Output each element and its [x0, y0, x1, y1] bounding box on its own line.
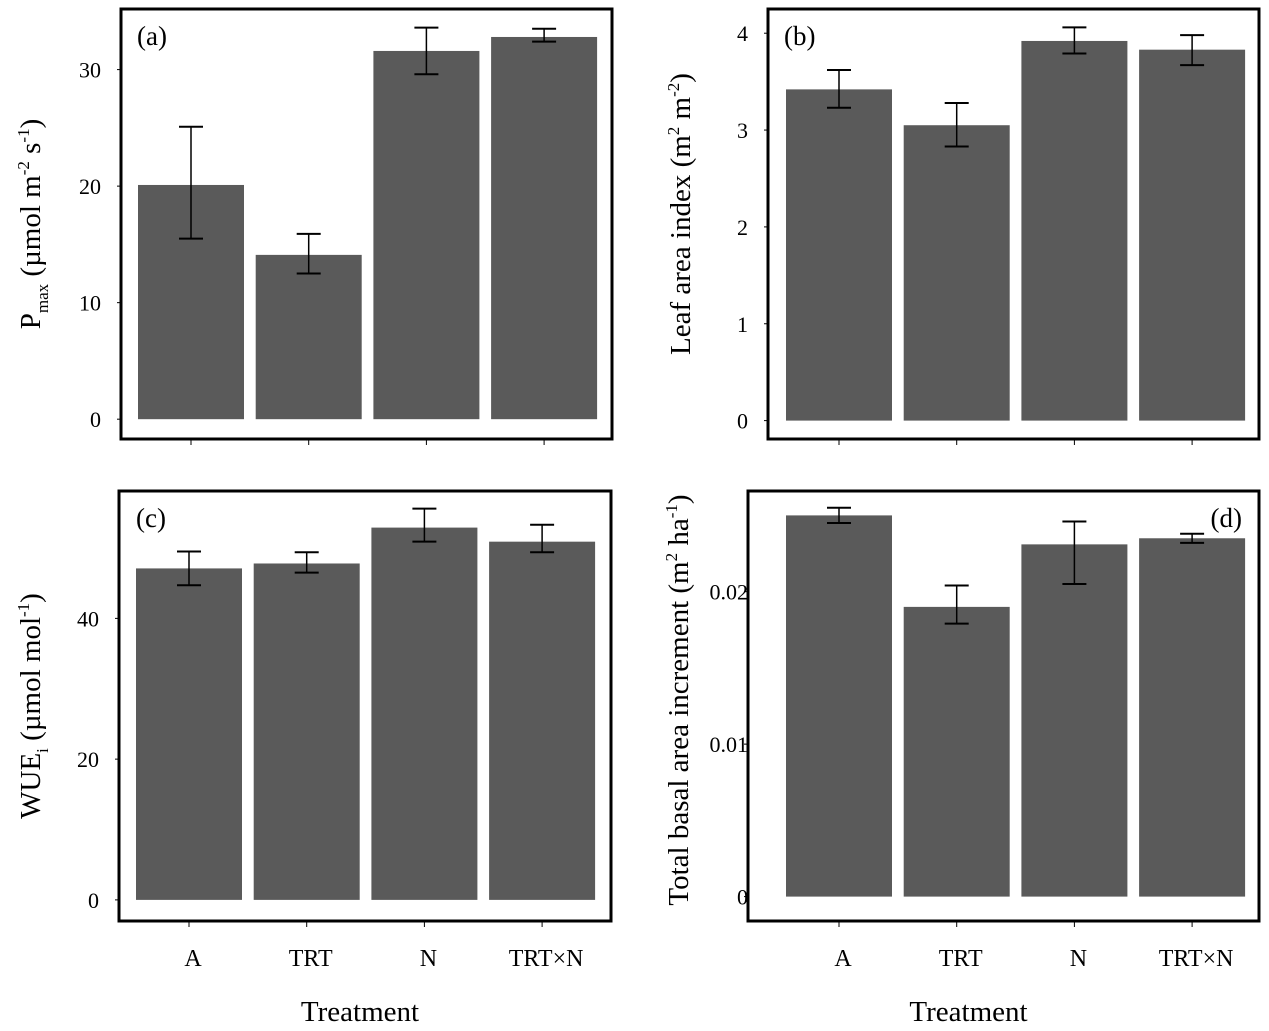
error-bar: [827, 506, 851, 525]
y-label-text: Total basal area increment (m: [663, 561, 695, 906]
bar-TRT: [903, 606, 1010, 897]
y-label-text: P: [15, 313, 47, 329]
x-tick-label: N: [420, 946, 437, 972]
y-label-text: ): [665, 73, 697, 83]
y-label-superscript: -2: [14, 161, 33, 175]
bar-TRT: [903, 125, 1010, 421]
bar-N: [1021, 40, 1128, 421]
error-bar: [827, 69, 851, 109]
y-label-subscript: max: [33, 283, 52, 313]
bar-TRT×N: [489, 541, 596, 900]
x-tick-label: A: [834, 946, 852, 972]
y-label-superscript: -1: [14, 603, 33, 617]
x-axis-label: Treatment: [909, 996, 1027, 1028]
error-bar: [1180, 34, 1205, 67]
x-tick-label: TRT: [939, 946, 983, 972]
y-tick-label: 0: [737, 885, 748, 910]
x-axis-label: Treatment: [301, 996, 419, 1028]
y-axis-label: Total basal area increment (m2 ha-1): [662, 494, 695, 905]
y-label-text: Leaf area index (m: [665, 135, 697, 355]
y-label-text: ): [15, 593, 47, 603]
error-bar: [532, 27, 557, 43]
bar-A: [136, 568, 242, 900]
y-label-text: m: [665, 96, 697, 126]
y-label-text: (µmol m: [15, 175, 47, 284]
error-bar: [530, 523, 555, 554]
error-bar: [294, 551, 319, 574]
y-tick-label: 20: [77, 747, 99, 772]
y-label-text: ): [663, 494, 695, 504]
y-tick-label: 0: [737, 409, 748, 434]
bar-TRT×N: [491, 36, 598, 420]
y-tick-label: 4: [737, 21, 748, 46]
y-tick-label: 0.01: [710, 732, 749, 757]
y-tick-label: 30: [79, 58, 101, 83]
plot-frame: [766, 7, 1261, 441]
y-tick-label: 0: [90, 407, 101, 432]
y-tick-label: 2: [737, 215, 748, 240]
y-label-text: s: [15, 143, 47, 162]
y-label-superscript: -2: [664, 83, 683, 97]
bar-A: [786, 89, 892, 421]
y-tick-label: 1: [737, 312, 748, 337]
y-tick-label: 3: [737, 118, 748, 143]
y-axis-label: Leaf area index (m2 m-2): [664, 73, 697, 355]
bar-N: [373, 50, 480, 420]
error-bar: [1180, 532, 1205, 544]
error-bar: [412, 507, 437, 543]
y-axis-label: Pmax (µmol m-2 s-1): [14, 119, 52, 330]
panel-c: 0 20 40 A TRT N TRT×N (c) WUEi (µmol mol-1) Treat…: [14, 489, 613, 1028]
y-label-superscript: 2: [662, 553, 681, 562]
bar-N: [1021, 544, 1128, 897]
bar-TRT: [255, 254, 362, 420]
panel-a: 0 10 20 30 (a) Pmax (µmol m-2 s-1): [14, 7, 614, 445]
error-bar: [296, 232, 321, 275]
panel-label: (b): [784, 21, 815, 51]
error-bar: [1062, 26, 1087, 55]
error-bar: [177, 550, 201, 587]
bar-TRT×N: [1139, 538, 1246, 897]
bar-TRT: [253, 563, 360, 900]
y-label-text: WUE: [15, 753, 47, 819]
y-tick-label: 40: [77, 606, 99, 631]
bar-N: [371, 527, 478, 900]
x-tick-label: TRT×N: [509, 946, 584, 972]
plot-frame: [746, 489, 1261, 923]
panel-label: (d): [1211, 503, 1242, 533]
y-label-text: ): [15, 119, 47, 129]
x-tick-label: A: [184, 946, 202, 972]
plot-frame: [119, 7, 614, 441]
x-tick-label: N: [1070, 946, 1087, 972]
y-label-superscript: -1: [662, 504, 681, 518]
bar-TRT×N: [1139, 49, 1246, 421]
y-label-superscript: 2: [664, 127, 683, 136]
y-tick-label: 20: [79, 174, 101, 199]
y-axis-label: WUEi (µmol mol-1): [14, 593, 52, 819]
x-tick-label: TRT: [289, 946, 333, 972]
x-tick-label: TRT×N: [1159, 946, 1234, 972]
y-tick-label: 10: [79, 291, 101, 316]
panel-label: (c): [136, 503, 166, 533]
error-bar: [944, 101, 969, 148]
panel-label: (a): [137, 21, 167, 51]
error-bar: [414, 26, 439, 76]
y-label-text: ha: [663, 518, 695, 553]
y-label-superscript: -1: [14, 128, 33, 142]
plot-frame: [117, 489, 613, 923]
y-tick-label: 0.02: [710, 580, 749, 605]
panel-d: 0 0.01 0.02 A TRT N TRT×N (d) Total basal area i…: [662, 489, 1261, 1028]
bar-A: [786, 515, 892, 897]
y-label-subscript: i: [33, 748, 52, 753]
y-label-text: (µmol mol: [15, 617, 47, 748]
error-bar: [1062, 520, 1087, 586]
error-bar: [179, 125, 203, 240]
y-tick-label: 0: [88, 888, 99, 913]
error-bar: [944, 584, 969, 625]
